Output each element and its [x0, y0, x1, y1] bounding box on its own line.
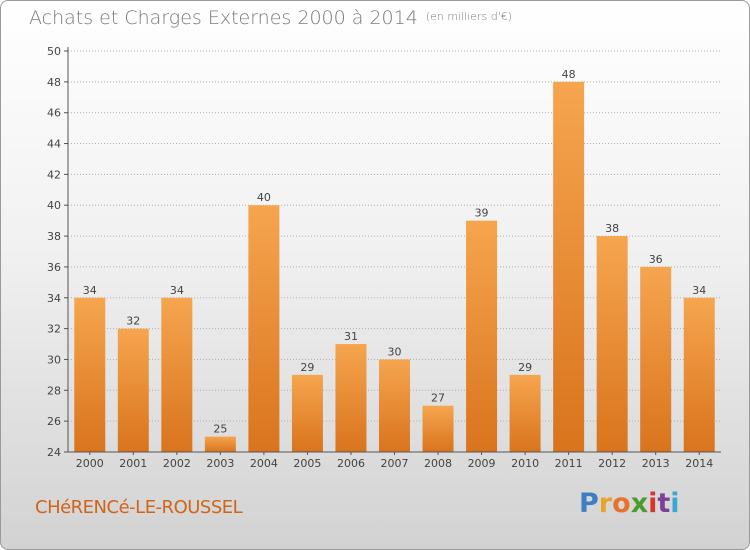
- bar-2005: [291, 374, 323, 452]
- x-tick-label: 2000: [76, 457, 104, 470]
- data-label: 39: [475, 207, 489, 220]
- y-tick-label: 36: [47, 261, 61, 274]
- x-tick-label: 2006: [337, 457, 365, 470]
- x-tick-label: 2002: [163, 457, 191, 470]
- data-label: 27: [431, 392, 445, 405]
- data-label: 34: [170, 284, 184, 297]
- bar-2012: [596, 236, 628, 452]
- x-tick-label: 2008: [424, 457, 452, 470]
- bar-2008: [422, 405, 454, 452]
- bar-2002: [161, 297, 193, 452]
- x-tick-label: 2003: [206, 457, 234, 470]
- logo-letter: i: [670, 488, 680, 519]
- logo-letter: x: [630, 488, 649, 519]
- data-label: 30: [388, 345, 402, 358]
- data-label: 34: [692, 284, 706, 297]
- y-tick-label: 50: [47, 45, 61, 58]
- data-label: 34: [83, 284, 97, 297]
- bar-2000: [74, 297, 106, 452]
- y-tick-label: 26: [47, 415, 61, 428]
- data-label: 48: [562, 68, 576, 81]
- x-tick-label: 2007: [381, 457, 409, 470]
- logo-letter: P: [579, 488, 599, 519]
- y-tick-label: 34: [47, 292, 61, 305]
- bar-2006: [335, 344, 367, 452]
- x-tick-label: 2010: [511, 457, 539, 470]
- bar-2001: [117, 328, 149, 452]
- y-tick-label: 24: [47, 446, 61, 459]
- logo-letter: r: [598, 488, 613, 519]
- bar-2010: [509, 374, 541, 452]
- bar-2013: [640, 266, 672, 452]
- data-label: 29: [300, 361, 314, 374]
- axes: 24 26 28 30 32 34 36 38 40 42 44 46 48 50 2000 2001 2002…: [47, 45, 721, 470]
- logo-letter: t: [657, 488, 671, 519]
- data-label: 36: [649, 253, 663, 266]
- bar-2011: [553, 81, 585, 452]
- bars: 34 32 34 25 40 29 31 30 27 39 29 48 38 36 34: [74, 68, 715, 452]
- data-label: 32: [126, 315, 140, 328]
- x-tick-label: 2005: [293, 457, 321, 470]
- y-tick-label: 30: [47, 353, 61, 366]
- chart-title: Achats et Charges Externes 2000 à 2014 (e…: [29, 7, 512, 29]
- y-tick-label: 40: [47, 199, 61, 212]
- data-label: 25: [213, 423, 227, 436]
- x-tick-label: 2011: [555, 457, 583, 470]
- x-tick-label: 2012: [598, 457, 626, 470]
- x-tick-label: 2004: [250, 457, 278, 470]
- chart-unit: (en milliers d'€): [425, 10, 513, 23]
- bar-2007: [379, 359, 410, 452]
- bar-2009: [466, 220, 498, 452]
- x-tick-label: 2013: [642, 457, 670, 470]
- y-tick-label: 46: [47, 107, 61, 120]
- y-tick-label: 42: [47, 168, 61, 181]
- commune-name: CHéRENCé-LE-ROUSSEL: [35, 497, 243, 518]
- bar-2014: [683, 297, 715, 452]
- y-tick-label: 28: [47, 384, 61, 397]
- x-tick-label: 2001: [119, 457, 147, 470]
- logo-letter: i: [648, 488, 658, 519]
- y-tick-label: 44: [47, 138, 61, 151]
- data-label: 29: [518, 361, 532, 374]
- proxiti-logo: Proxiti: [579, 488, 680, 519]
- y-tick-label: 48: [47, 76, 61, 89]
- data-label: 31: [344, 330, 358, 343]
- bar-2003: [204, 436, 236, 452]
- data-label: 40: [257, 191, 271, 204]
- logo-letter: o: [612, 488, 631, 519]
- y-tick-label: 32: [47, 323, 61, 336]
- chart-title-text: Achats et Charges Externes 2000 à 2014: [29, 7, 418, 29]
- y-tick-label: 38: [47, 230, 61, 243]
- x-tick-label: 2009: [468, 457, 496, 470]
- data-label: 38: [605, 222, 619, 235]
- x-tick-label: 2014: [685, 457, 713, 470]
- bar-2004: [248, 205, 280, 452]
